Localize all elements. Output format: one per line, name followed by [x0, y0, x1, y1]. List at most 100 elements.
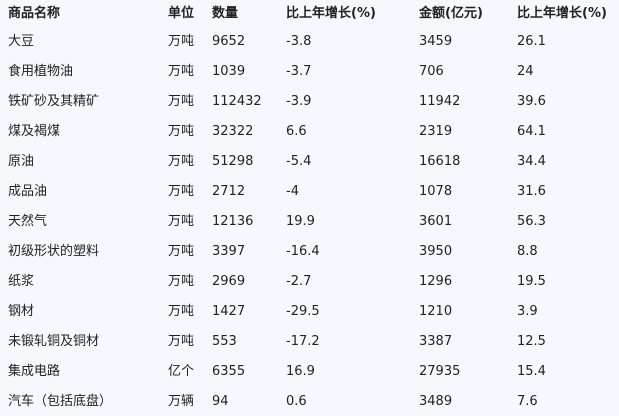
cell-commodity-name: 煤及褐煤: [8, 123, 61, 139]
cell-amount-growth: 26.1: [517, 33, 546, 49]
cell-quantity-growth: -2.7: [286, 273, 312, 289]
cell-amount: 3950: [419, 243, 453, 259]
table-row: 纸浆 万吨 2969 -2.7 1296 19.5: [0, 266, 619, 296]
cell-quantity-growth: 6.6: [286, 123, 307, 139]
cell-quantity: 9652: [212, 33, 246, 49]
cell-amount: 3601: [419, 213, 453, 229]
cell-quantity-growth: -5.4: [286, 153, 312, 169]
cell-commodity-name: 汽车（包括底盘）: [8, 393, 113, 409]
cell-quantity: 94: [212, 393, 229, 409]
cell-quantity: 3397: [212, 243, 246, 259]
cell-amount: 3459: [419, 33, 453, 49]
table-row: 初级形状的塑料 万吨 3397 -16.4 3950 8.8: [0, 236, 619, 266]
cell-quantity: 1039: [212, 63, 246, 79]
table-row: 集成电路 亿个 6355 16.9 27935 15.4: [0, 356, 619, 386]
table-header-row: 商品名称 单位 数量 比上年增长(%) 金额(亿元) 比上年增长(%): [0, 0, 619, 26]
cell-quantity: 553: [212, 333, 237, 349]
cell-amount: 1078: [419, 183, 453, 199]
cell-unit: 亿个: [168, 363, 195, 379]
table-row: 大豆 万吨 9652 -3.8 3459 26.1: [0, 26, 619, 56]
cell-amount-growth: 3.9: [517, 303, 538, 319]
cell-amount: 2319: [419, 123, 453, 139]
cell-commodity-name: 成品油: [8, 183, 48, 199]
cell-amount-growth: 19.5: [517, 273, 546, 289]
header-quantity-growth: 比上年增长(%): [286, 5, 376, 21]
cell-unit: 万吨: [168, 213, 195, 229]
cell-amount-growth: 56.3: [517, 213, 546, 229]
header-amount-growth: 比上年增长(%): [517, 5, 607, 21]
cell-amount-growth: 7.6: [517, 393, 538, 409]
cell-unit: 万吨: [168, 273, 195, 289]
cell-amount: 706: [419, 63, 444, 79]
cell-quantity-growth: -3.9: [286, 93, 312, 109]
table-row: 未锻轧铜及铜材 万吨 553 -17.2 3387 12.5: [0, 326, 619, 356]
cell-commodity-name: 大豆: [8, 33, 35, 49]
cell-unit: 万吨: [168, 93, 195, 109]
cell-quantity-growth: -3.7: [286, 63, 312, 79]
table-body: 大豆 万吨 9652 -3.8 3459 26.1 食用植物油 万吨 1039 -3.7 706 24…: [0, 26, 619, 416]
cell-unit: 万吨: [168, 243, 195, 259]
header-unit: 单位: [168, 5, 195, 21]
cell-commodity-name: 原油: [8, 153, 35, 169]
table-row: 原油 万吨 51298 -5.4 16618 34.4: [0, 146, 619, 176]
table-row: 铁矿砂及其精矿 万吨 112432 -3.9 11942 39.6: [0, 86, 619, 116]
table-row: 煤及褐煤 万吨 32322 6.6 2319 64.1: [0, 116, 619, 146]
cell-unit: 万吨: [168, 63, 195, 79]
cell-unit: 万吨: [168, 333, 195, 349]
cell-amount: 16618: [419, 153, 461, 169]
cell-quantity: 12136: [212, 213, 254, 229]
cell-quantity-growth: -29.5: [286, 303, 320, 319]
header-quantity: 数量: [212, 5, 239, 21]
cell-amount-growth: 8.8: [517, 243, 538, 259]
cell-unit: 万吨: [168, 123, 195, 139]
cell-unit: 万吨: [168, 153, 195, 169]
table-row: 成品油 万吨 2712 -4 1078 31.6: [0, 176, 619, 206]
cell-commodity-name: 铁矿砂及其精矿: [8, 93, 100, 109]
cell-quantity-growth: 0.6: [286, 393, 307, 409]
cell-commodity-name: 集成电路: [8, 363, 61, 379]
cell-quantity: 112432: [212, 93, 262, 109]
cell-commodity-name: 纸浆: [8, 273, 35, 289]
table-row: 天然气 万吨 12136 19.9 3601 56.3: [0, 206, 619, 236]
cell-unit: 万吨: [168, 303, 195, 319]
cell-amount: 3489: [419, 393, 453, 409]
cell-amount-growth: 12.5: [517, 333, 546, 349]
cell-commodity-name: 食用植物油: [8, 63, 74, 79]
cell-quantity-growth: -17.2: [286, 333, 320, 349]
cell-amount-growth: 15.4: [517, 363, 546, 379]
cell-quantity: 51298: [212, 153, 254, 169]
cell-quantity: 2969: [212, 273, 246, 289]
cell-amount-growth: 64.1: [517, 123, 546, 139]
cell-quantity: 2712: [212, 183, 246, 199]
cell-quantity-growth: 19.9: [286, 213, 315, 229]
cell-amount: 1296: [419, 273, 453, 289]
table-row: 汽车（包括底盘） 万辆 94 0.6 3489 7.6: [0, 386, 619, 416]
header-commodity-name: 商品名称: [8, 5, 61, 21]
cell-quantity-growth: -16.4: [286, 243, 320, 259]
cell-unit: 万辆: [168, 393, 195, 409]
cell-amount-growth: 31.6: [517, 183, 546, 199]
cell-amount: 11942: [419, 93, 461, 109]
cell-unit: 万吨: [168, 33, 195, 49]
cell-quantity-growth: 16.9: [286, 363, 315, 379]
header-amount: 金额(亿元): [419, 5, 483, 21]
cell-quantity: 1427: [212, 303, 246, 319]
cell-quantity-growth: -3.8: [286, 33, 312, 49]
cell-amount: 27935: [419, 363, 461, 379]
cell-amount: 1210: [419, 303, 453, 319]
cell-commodity-name: 未锻轧铜及铜材: [8, 333, 100, 349]
table-row: 食用植物油 万吨 1039 -3.7 706 24: [0, 56, 619, 86]
cell-commodity-name: 初级形状的塑料: [8, 243, 100, 259]
cell-amount-growth: 24: [517, 63, 534, 79]
cell-quantity-growth: -4: [286, 183, 299, 199]
cell-amount-growth: 34.4: [517, 153, 546, 169]
cell-amount: 3387: [419, 333, 453, 349]
cell-commodity-name: 天然气: [8, 213, 48, 229]
cell-commodity-name: 钢材: [8, 303, 35, 319]
table-row: 钢材 万吨 1427 -29.5 1210 3.9: [0, 296, 619, 326]
cell-unit: 万吨: [168, 183, 195, 199]
cell-quantity: 6355: [212, 363, 246, 379]
cell-quantity: 32322: [212, 123, 254, 139]
cell-amount-growth: 39.6: [517, 93, 546, 109]
